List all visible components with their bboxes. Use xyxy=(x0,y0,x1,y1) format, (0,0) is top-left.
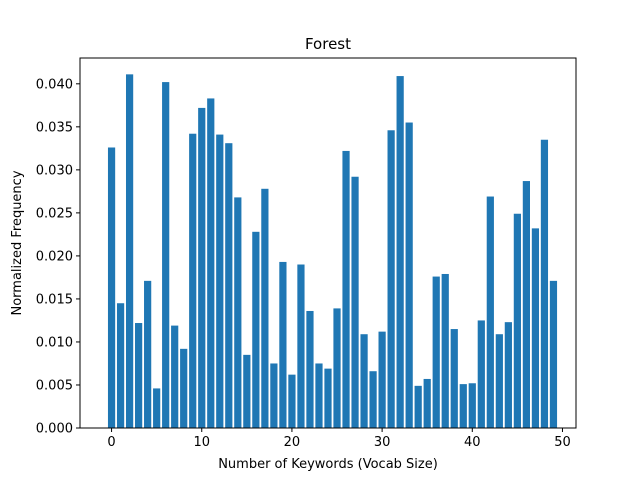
y-tick-label: 0.000 xyxy=(36,422,73,437)
y-tick-label: 0.025 xyxy=(36,206,73,221)
y-tick-label: 0.040 xyxy=(36,77,73,92)
bar-33 xyxy=(405,122,413,428)
bar-26 xyxy=(342,150,350,428)
bar-43 xyxy=(495,334,503,428)
bar-30 xyxy=(378,331,386,428)
x-tick-label: 50 xyxy=(554,435,571,450)
bar-1 xyxy=(116,303,125,428)
y-tick-label: 0.030 xyxy=(36,163,73,178)
bar-35 xyxy=(423,378,431,428)
bar-24 xyxy=(324,368,332,428)
bar-29 xyxy=(369,371,377,428)
bar-28 xyxy=(360,334,368,428)
bar-44 xyxy=(504,322,512,428)
x-tick-label: 0 xyxy=(107,435,115,450)
bar-40 xyxy=(468,383,476,428)
bar-32 xyxy=(396,76,404,428)
bar-48 xyxy=(540,139,549,429)
bar-27 xyxy=(351,176,359,428)
bar-22 xyxy=(306,310,314,428)
bar-7 xyxy=(171,325,179,428)
bar-39 xyxy=(459,384,467,428)
bar-42 xyxy=(486,196,494,428)
y-tick-label: 0.015 xyxy=(36,292,73,307)
y-tick-label: 0.005 xyxy=(36,378,73,393)
bar-18 xyxy=(270,363,278,428)
y-axis-ticks: 0.000 0.005 0.010 0.015 0.020 0.025 0.030 0.035… xyxy=(36,77,80,437)
bar-19 xyxy=(279,261,287,428)
bar-15 xyxy=(243,354,251,428)
bar-5 xyxy=(153,388,161,428)
bar-0 xyxy=(107,147,116,429)
bars-group xyxy=(107,74,558,429)
bar-36 xyxy=(432,276,440,428)
y-axis-label: Normalized Frequency xyxy=(10,170,25,315)
bar-38 xyxy=(450,329,458,428)
bar-4 xyxy=(144,280,152,428)
x-tick-label: 20 xyxy=(284,435,301,450)
y-tick-label: 0.035 xyxy=(36,120,73,135)
x-tick-label: 30 xyxy=(374,435,391,450)
x-tick-label: 10 xyxy=(193,435,210,450)
bar-37 xyxy=(441,273,449,428)
bar-3 xyxy=(135,323,143,428)
bar-47 xyxy=(531,228,540,428)
bar-17 xyxy=(261,188,269,428)
bar-14 xyxy=(234,197,242,428)
bar-25 xyxy=(333,308,341,428)
bar-11 xyxy=(207,98,215,428)
bar-20 xyxy=(288,374,296,428)
bar-13 xyxy=(225,143,233,428)
bar-31 xyxy=(387,130,395,428)
x-tick-label: 40 xyxy=(464,435,481,450)
bar-6 xyxy=(162,82,170,428)
bar-10 xyxy=(198,107,206,428)
bar-21 xyxy=(297,264,305,428)
bar-34 xyxy=(414,385,422,428)
bar-8 xyxy=(180,348,188,428)
bar-41 xyxy=(477,320,485,428)
bar-2 xyxy=(125,74,134,428)
y-tick-label: 0.010 xyxy=(36,335,73,350)
plot-frame xyxy=(79,57,577,429)
bar-46 xyxy=(522,181,530,428)
x-axis-label: Number of Keywords (Vocab Size) xyxy=(218,457,438,472)
bar-49 xyxy=(549,280,558,428)
x-axis-ticks: 0 10 20 30 40 50 xyxy=(107,428,571,450)
bar-12 xyxy=(216,134,224,428)
bar-45 xyxy=(513,213,521,428)
bar-16 xyxy=(252,231,260,428)
chart-title: Forest xyxy=(305,35,351,53)
y-tick-label: 0.020 xyxy=(36,249,73,264)
bar-9 xyxy=(189,133,197,428)
bar-23 xyxy=(315,363,323,428)
